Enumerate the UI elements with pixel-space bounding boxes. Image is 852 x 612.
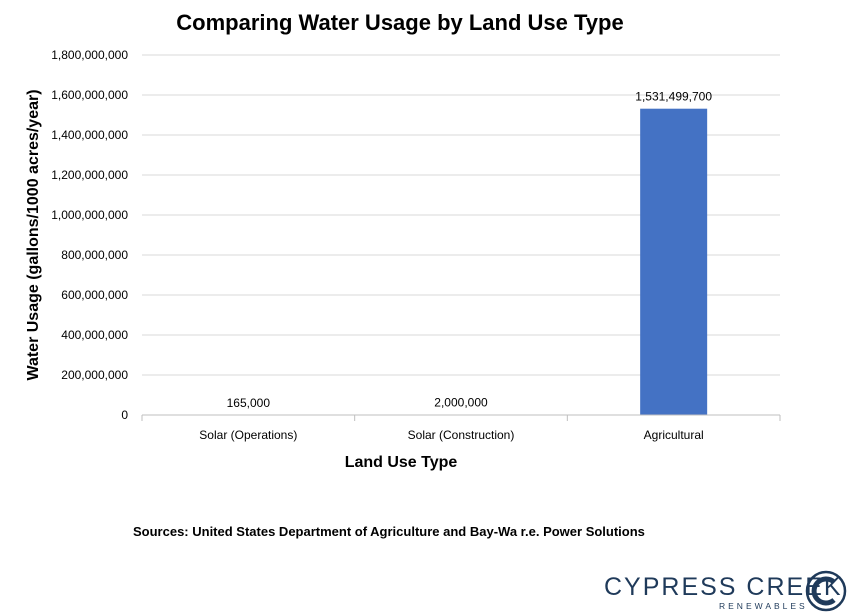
data-label: 2,000,000 xyxy=(434,396,488,410)
x-axis-ticks xyxy=(141,415,781,421)
data-label: 1,531,499,700 xyxy=(635,90,712,104)
logo-name: CYPRESS CREEK xyxy=(604,573,843,601)
y-axis-title: Water Usage (gallons/1000 acres/year) xyxy=(25,89,42,380)
chart-title: Comparing Water Usage by Land Use Type xyxy=(176,10,624,35)
y-tick-label: 0 xyxy=(121,408,128,422)
y-tick-label: 1,600,000,000 xyxy=(51,88,128,102)
data-labels: 165,000 2,000,000 1,531,499,700 xyxy=(227,90,713,410)
x-category-label: Solar (Operations) xyxy=(199,428,297,442)
data-label: 165,000 xyxy=(227,396,271,410)
y-tick-label: 1,800,000,000 xyxy=(51,48,128,62)
company-logo: CYPRESS CREEK RENEWABLES xyxy=(604,570,850,612)
y-tick-label: 400,000,000 xyxy=(61,328,128,342)
y-tick-label: 1,400,000,000 xyxy=(51,128,128,142)
x-category-label: Agricultural xyxy=(644,428,704,442)
x-axis-categories: Solar (Operations) Solar (Construction) Ag… xyxy=(199,428,703,442)
y-tick-label: 200,000,000 xyxy=(61,368,128,382)
y-axis-ticks: 0 200,000,000 400,000,000 600,000,000 800,00… xyxy=(51,48,128,422)
sources-note: Sources: United States Department of Agr… xyxy=(133,524,645,539)
x-axis-title: Land Use Type xyxy=(345,454,458,471)
bars xyxy=(214,108,708,415)
y-tick-label: 800,000,000 xyxy=(61,248,128,262)
logo-c-mark-icon xyxy=(805,570,847,612)
y-tick-label: 600,000,000 xyxy=(61,288,128,302)
y-tick-label: 1,000,000,000 xyxy=(51,208,128,222)
bar xyxy=(640,108,708,415)
x-category-label: Solar (Construction) xyxy=(408,428,515,442)
y-tick-label: 1,200,000,000 xyxy=(51,168,128,182)
bar-chart: 0 200,000,000 400,000,000 600,000,000 800,00… xyxy=(25,48,781,471)
logo-subtitle: RENEWABLES xyxy=(719,601,808,611)
